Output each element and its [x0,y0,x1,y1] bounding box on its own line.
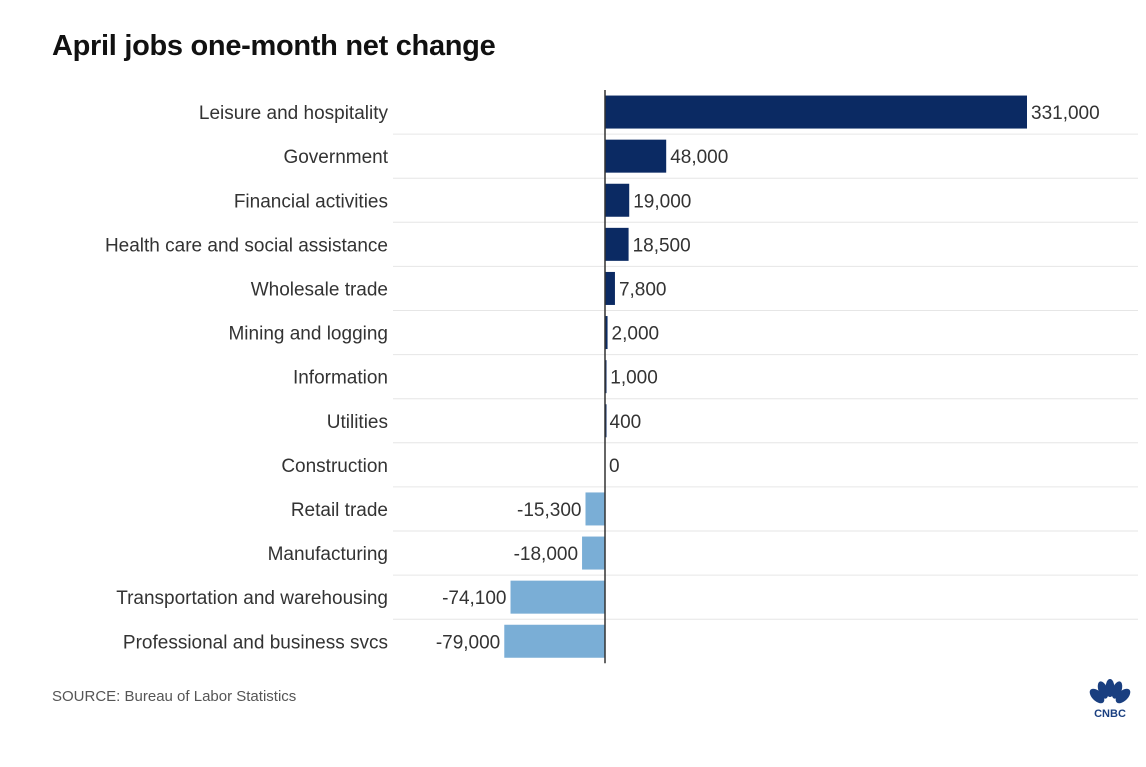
category-label: Health care and social assistance [105,235,388,256]
bar [605,139,667,173]
category-label: Wholesale trade [251,279,388,300]
value-label: -15,300 [517,500,581,521]
category-label: Construction [281,456,388,477]
bar [605,271,615,305]
bar [585,492,605,526]
value-label: -79,000 [436,632,500,653]
bar [605,95,1027,129]
bar [504,624,605,658]
value-label: 19,000 [633,191,691,212]
value-label: 331,000 [1031,103,1100,124]
value-label: 1,000 [610,368,658,389]
source-note: SOURCE: Bureau of Labor Statistics [52,688,297,705]
value-label: 48,000 [670,147,728,168]
value-label: 2,000 [612,324,660,345]
category-label: Transportation and warehousing [116,588,388,609]
chart-title: April jobs one-month net change [52,30,496,62]
value-label: 18,500 [633,235,691,256]
bar [605,183,630,217]
value-label: 400 [610,412,642,433]
svg-text:CNBC: CNBC [1094,708,1126,720]
peacock-icon: CNBC [1089,679,1131,720]
value-label: -74,100 [442,588,506,609]
category-label: Manufacturing [268,544,388,565]
category-label: Professional and business svcs [123,632,388,653]
category-label: Utilities [327,412,388,433]
value-label: -18,000 [514,544,578,565]
cnbc-logo: CNBC [1082,678,1138,720]
bar [582,536,605,570]
category-label: Government [283,147,388,168]
value-label: 7,800 [619,279,667,300]
value-label: 0 [609,456,620,477]
bar [510,580,605,614]
category-label: Information [293,368,388,389]
bar-chart: Leisure and hospitality Government Financi… [105,90,1138,664]
category-label: Financial activities [234,191,388,212]
category-label: Leisure and hospitality [199,103,389,124]
category-label: Mining and logging [228,324,388,345]
category-label: Retail trade [291,500,388,521]
bar [605,227,629,261]
bar [605,316,608,350]
